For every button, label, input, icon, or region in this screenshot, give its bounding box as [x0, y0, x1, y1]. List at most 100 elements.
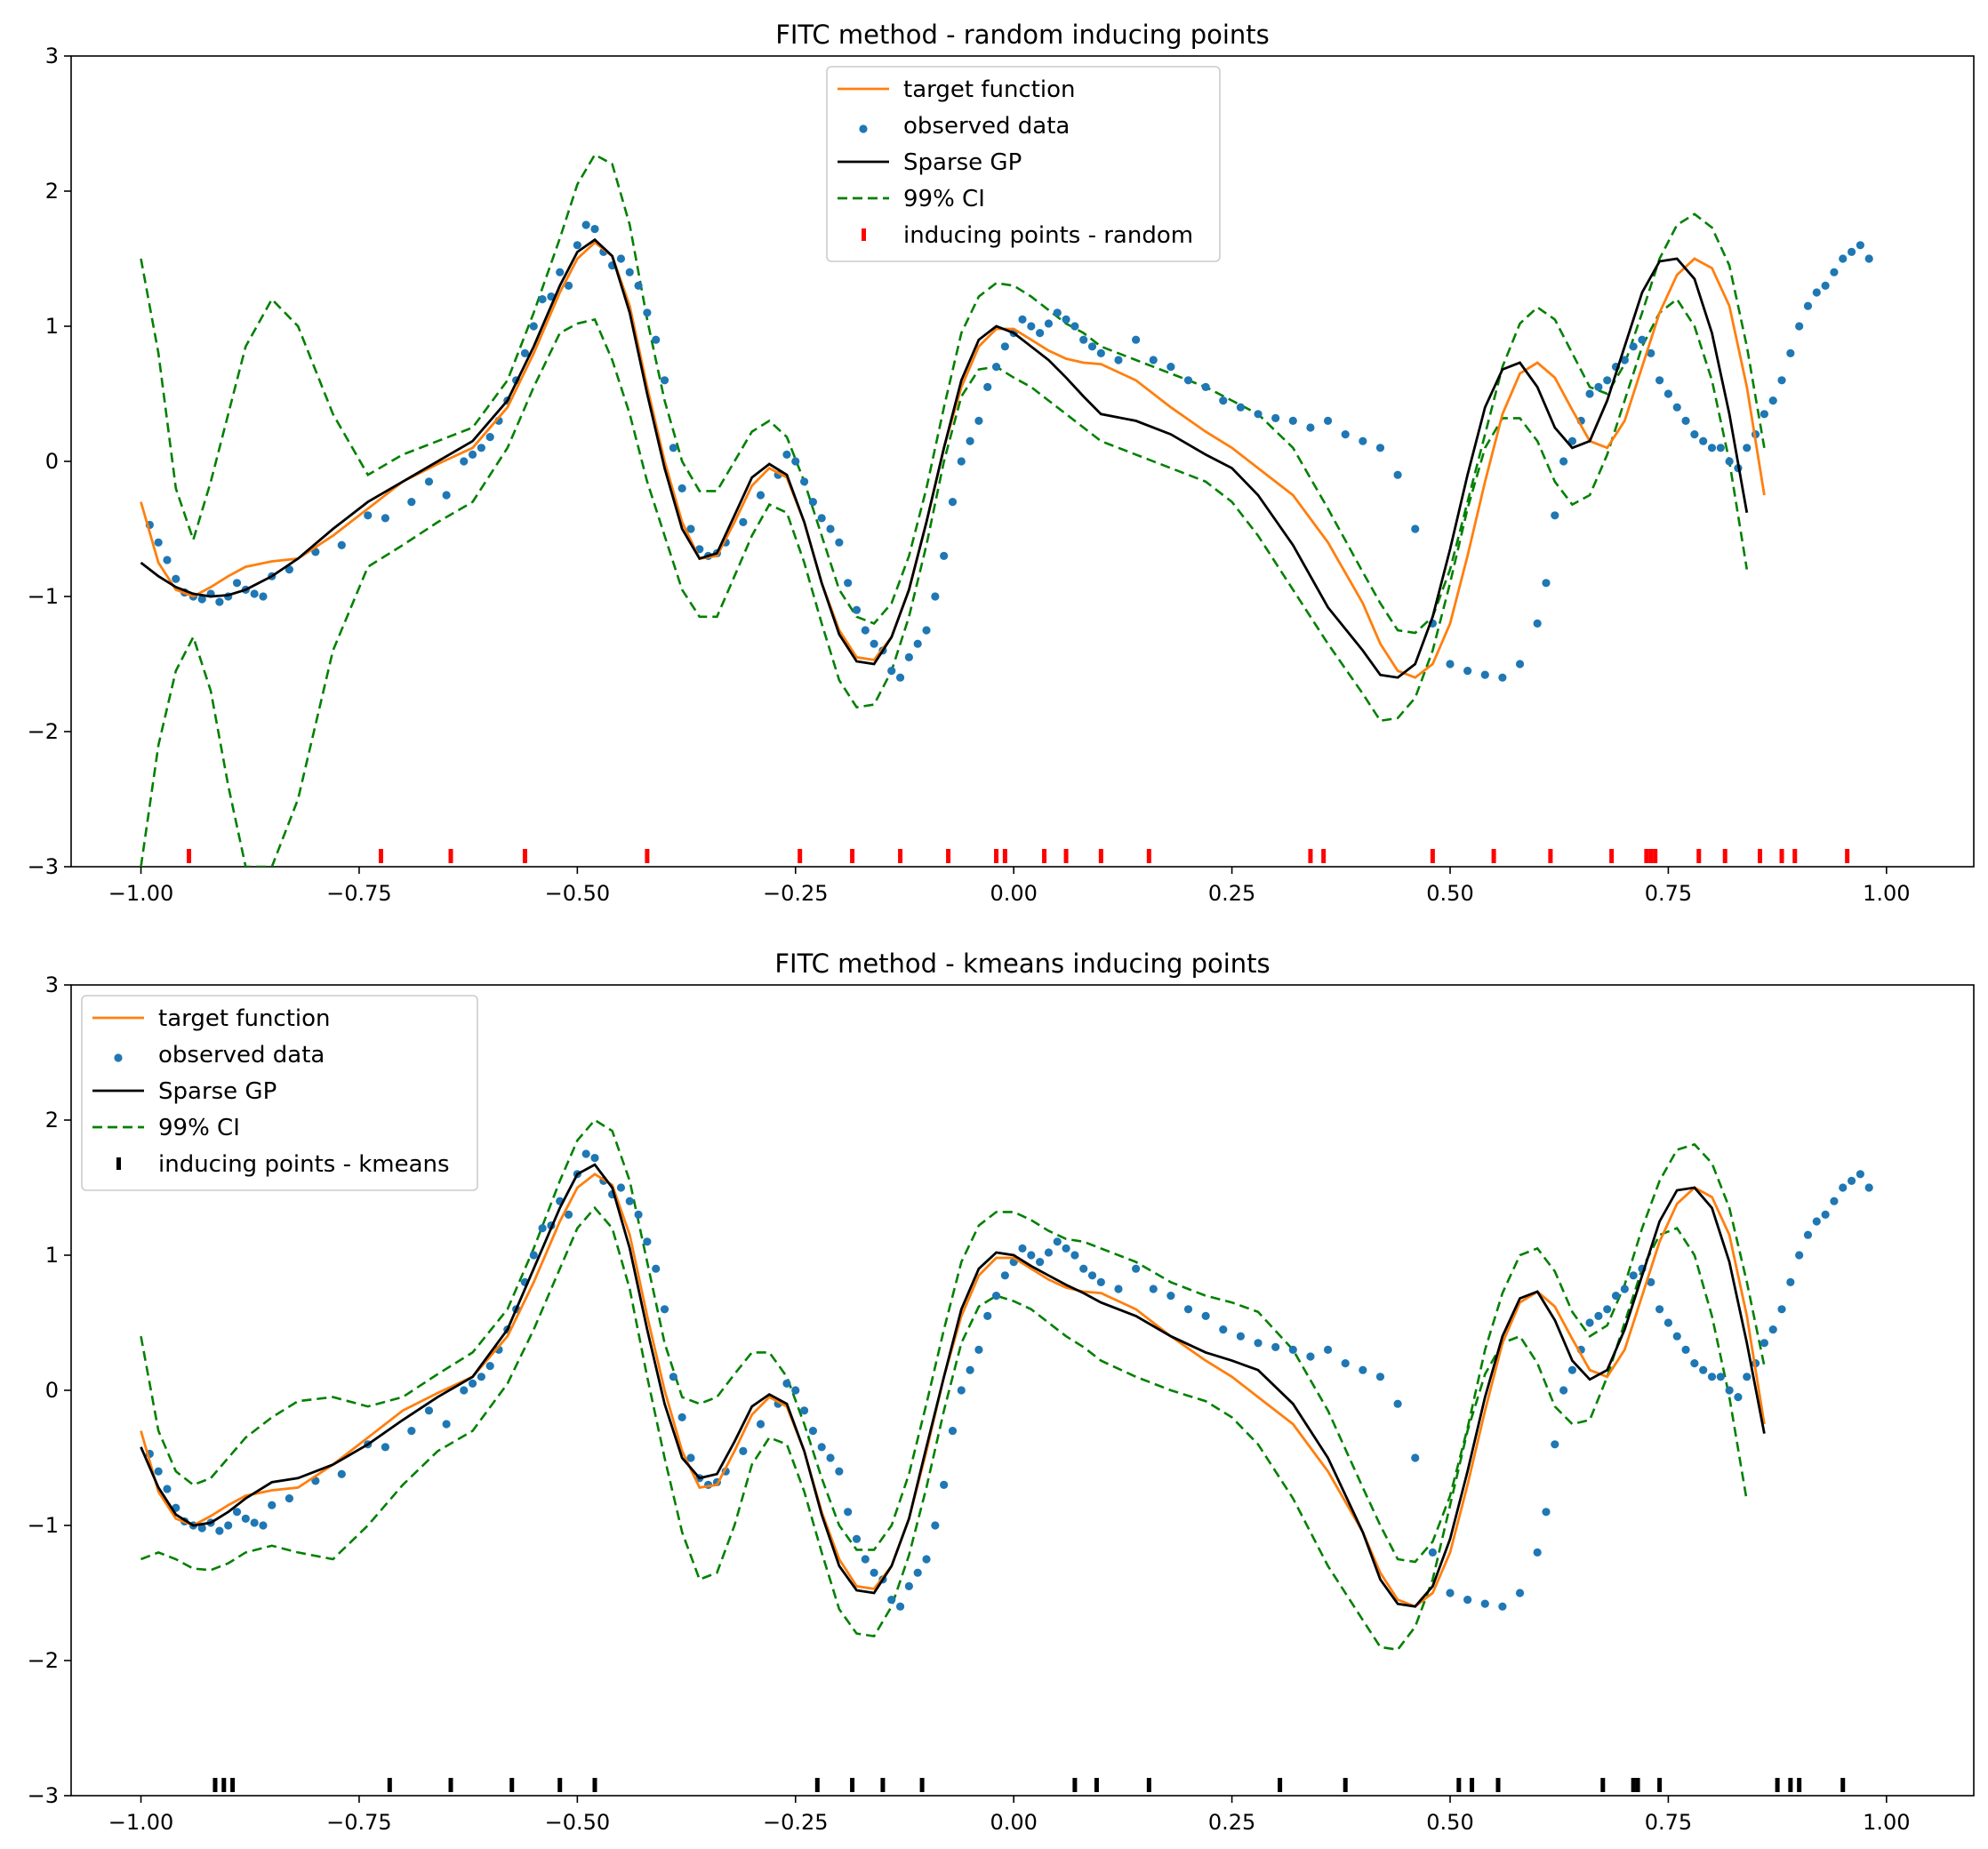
observed-point [1463, 1596, 1472, 1605]
observed-point [1070, 322, 1079, 331]
observed-point [948, 1427, 958, 1436]
observed-point [1306, 1352, 1315, 1361]
observed-point [573, 241, 581, 250]
inducing-point-marker [1042, 849, 1047, 863]
observed-point [1734, 1393, 1743, 1402]
legend-swatch-inducing [116, 1157, 121, 1170]
plot-area [140, 1118, 1873, 1792]
observed-point [1672, 403, 1681, 412]
observed-point [1000, 342, 1009, 351]
inducing-point-marker [448, 1778, 453, 1792]
target-function-line [140, 240, 1766, 679]
observed-point [1663, 1318, 1673, 1327]
observed-point [948, 498, 958, 507]
y-tick-label: 1 [45, 1243, 59, 1268]
inducing-point-marker [1600, 1778, 1606, 1792]
observed-point [817, 514, 826, 523]
y-tick-label: −1 [28, 584, 59, 609]
inducing-point-marker [1072, 1778, 1078, 1792]
observed-point [424, 477, 434, 486]
observed-point [337, 1469, 346, 1478]
observed-point [1559, 457, 1568, 466]
observed-point [835, 1467, 844, 1476]
observed-point [739, 1446, 748, 1455]
observed-point [1411, 1453, 1420, 1462]
target-function-line [140, 1173, 1766, 1608]
observed-point [1542, 1508, 1551, 1517]
observed-point [1411, 524, 1420, 533]
observed-point [991, 363, 1001, 372]
x-tick-label: 1.00 [1863, 1810, 1910, 1835]
observed-point [1864, 254, 1873, 263]
x-tick-label: 0.50 [1426, 881, 1473, 906]
ci-lower-line [140, 1205, 1749, 1652]
x-tick-label: 0.00 [990, 1810, 1037, 1835]
observed-point [1053, 308, 1062, 317]
observed-point [1603, 376, 1612, 385]
observed-point [861, 626, 870, 635]
observed-point [556, 268, 565, 276]
observed-point [1132, 1264, 1141, 1273]
y-tick-label: 2 [45, 179, 59, 204]
observed-point [686, 524, 695, 533]
observed-point [1533, 619, 1542, 628]
observed-point [468, 450, 477, 459]
observed-point [520, 348, 530, 357]
observed-point [1655, 376, 1664, 385]
observed-point [913, 639, 922, 648]
y-tick-label: 1 [45, 314, 59, 339]
observed-point [1254, 1339, 1263, 1348]
y-tick-label: 3 [45, 44, 59, 68]
observed-point [477, 1373, 485, 1381]
observed-point [895, 673, 905, 682]
observed-point [922, 626, 931, 635]
legend-label-gp: Sparse GP [903, 149, 1022, 176]
inducing-point-marker [557, 1778, 563, 1792]
observed-point [1699, 436, 1708, 445]
ci-upper-line [140, 1118, 1766, 1564]
inducing-point-marker [898, 849, 903, 863]
observed-point [966, 436, 974, 445]
observed-point [259, 592, 268, 601]
x-tick-label: −1.00 [108, 1810, 174, 1835]
chart-random-inducing: FITC method - random inducing points −1.0… [28, 20, 1975, 906]
observed-point [250, 589, 259, 598]
ci-upper-line [140, 153, 1766, 635]
inducing-point-marker [919, 1778, 925, 1792]
inducing-point-marker [1696, 849, 1702, 863]
observed-point [931, 592, 940, 601]
inducing-point-marker [230, 1778, 236, 1792]
legend-box [81, 995, 478, 1191]
observed-point [581, 1149, 590, 1158]
observed-point [1375, 1373, 1385, 1381]
inducing-point-marker [592, 1778, 597, 1792]
observed-point [1341, 430, 1350, 439]
observed-point [643, 308, 652, 317]
observed-point [163, 1485, 172, 1493]
observed-point [660, 376, 669, 385]
observed-point [904, 1581, 913, 1590]
observed-point [1551, 511, 1559, 520]
observed-point [1062, 315, 1070, 324]
observed-point [529, 322, 538, 331]
observed-point [337, 540, 346, 549]
observed-point [1288, 1345, 1297, 1354]
observed-point [966, 1365, 974, 1374]
x-tick-label: −0.50 [545, 1810, 611, 1835]
observed-point [241, 1514, 250, 1523]
observed-point [1498, 1602, 1507, 1611]
observed-point [1830, 268, 1839, 276]
inducing-point-marker [378, 849, 383, 863]
observed-point [1446, 660, 1455, 668]
legend-label-observed: observed data [158, 1042, 325, 1069]
observed-point [957, 1386, 966, 1395]
legend: target function observed data Sparse GP 99%… [826, 66, 1221, 262]
observed-point [616, 1183, 626, 1192]
observed-point [1603, 1305, 1612, 1314]
observed-point [1847, 1176, 1856, 1185]
inducing-point-marker [1491, 849, 1496, 863]
observed-point [1236, 403, 1246, 412]
observed-point [695, 545, 704, 554]
observed-point [1219, 396, 1228, 405]
